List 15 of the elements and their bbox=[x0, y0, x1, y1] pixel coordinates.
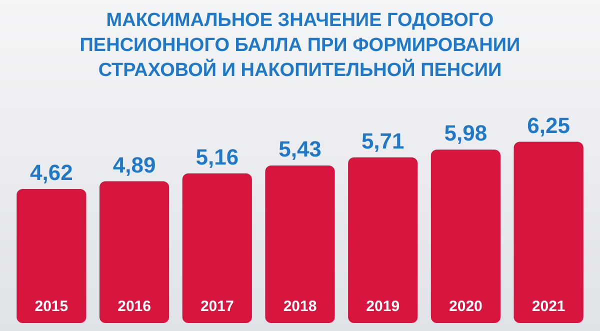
data-label: 6,25 bbox=[527, 112, 570, 138]
x-tick-label: 2016 bbox=[118, 298, 151, 316]
data-label: 5,43 bbox=[278, 136, 322, 162]
data-label: 5,71 bbox=[361, 128, 404, 154]
data-label: 5,98 bbox=[444, 120, 488, 146]
x-tick-label: 2015 bbox=[34, 298, 68, 316]
data-label: 4,62 bbox=[30, 160, 73, 186]
x-tick-label: 2019 bbox=[366, 298, 400, 316]
x-tick-label: 2021 bbox=[532, 298, 566, 316]
data-label: 4,89 bbox=[112, 152, 156, 178]
chart-title: МАКСИМАЛЬНОЕ ЗНАЧЕНИЕ ГОДОВОГО ПЕНСИОННОГО БАЛЛА ПРИ ФОРМИРОВАНИИ СТРАХОВОЙ И НАКОПИТЕЛЬНОЙ ПЕНСИИ bbox=[78, 9, 522, 83]
x-tick-label: 2020 bbox=[449, 298, 482, 316]
data-label: 5,16 bbox=[196, 144, 239, 170]
x-tick-label: 2018 bbox=[283, 298, 317, 316]
x-tick-label: 2017 bbox=[200, 298, 234, 316]
